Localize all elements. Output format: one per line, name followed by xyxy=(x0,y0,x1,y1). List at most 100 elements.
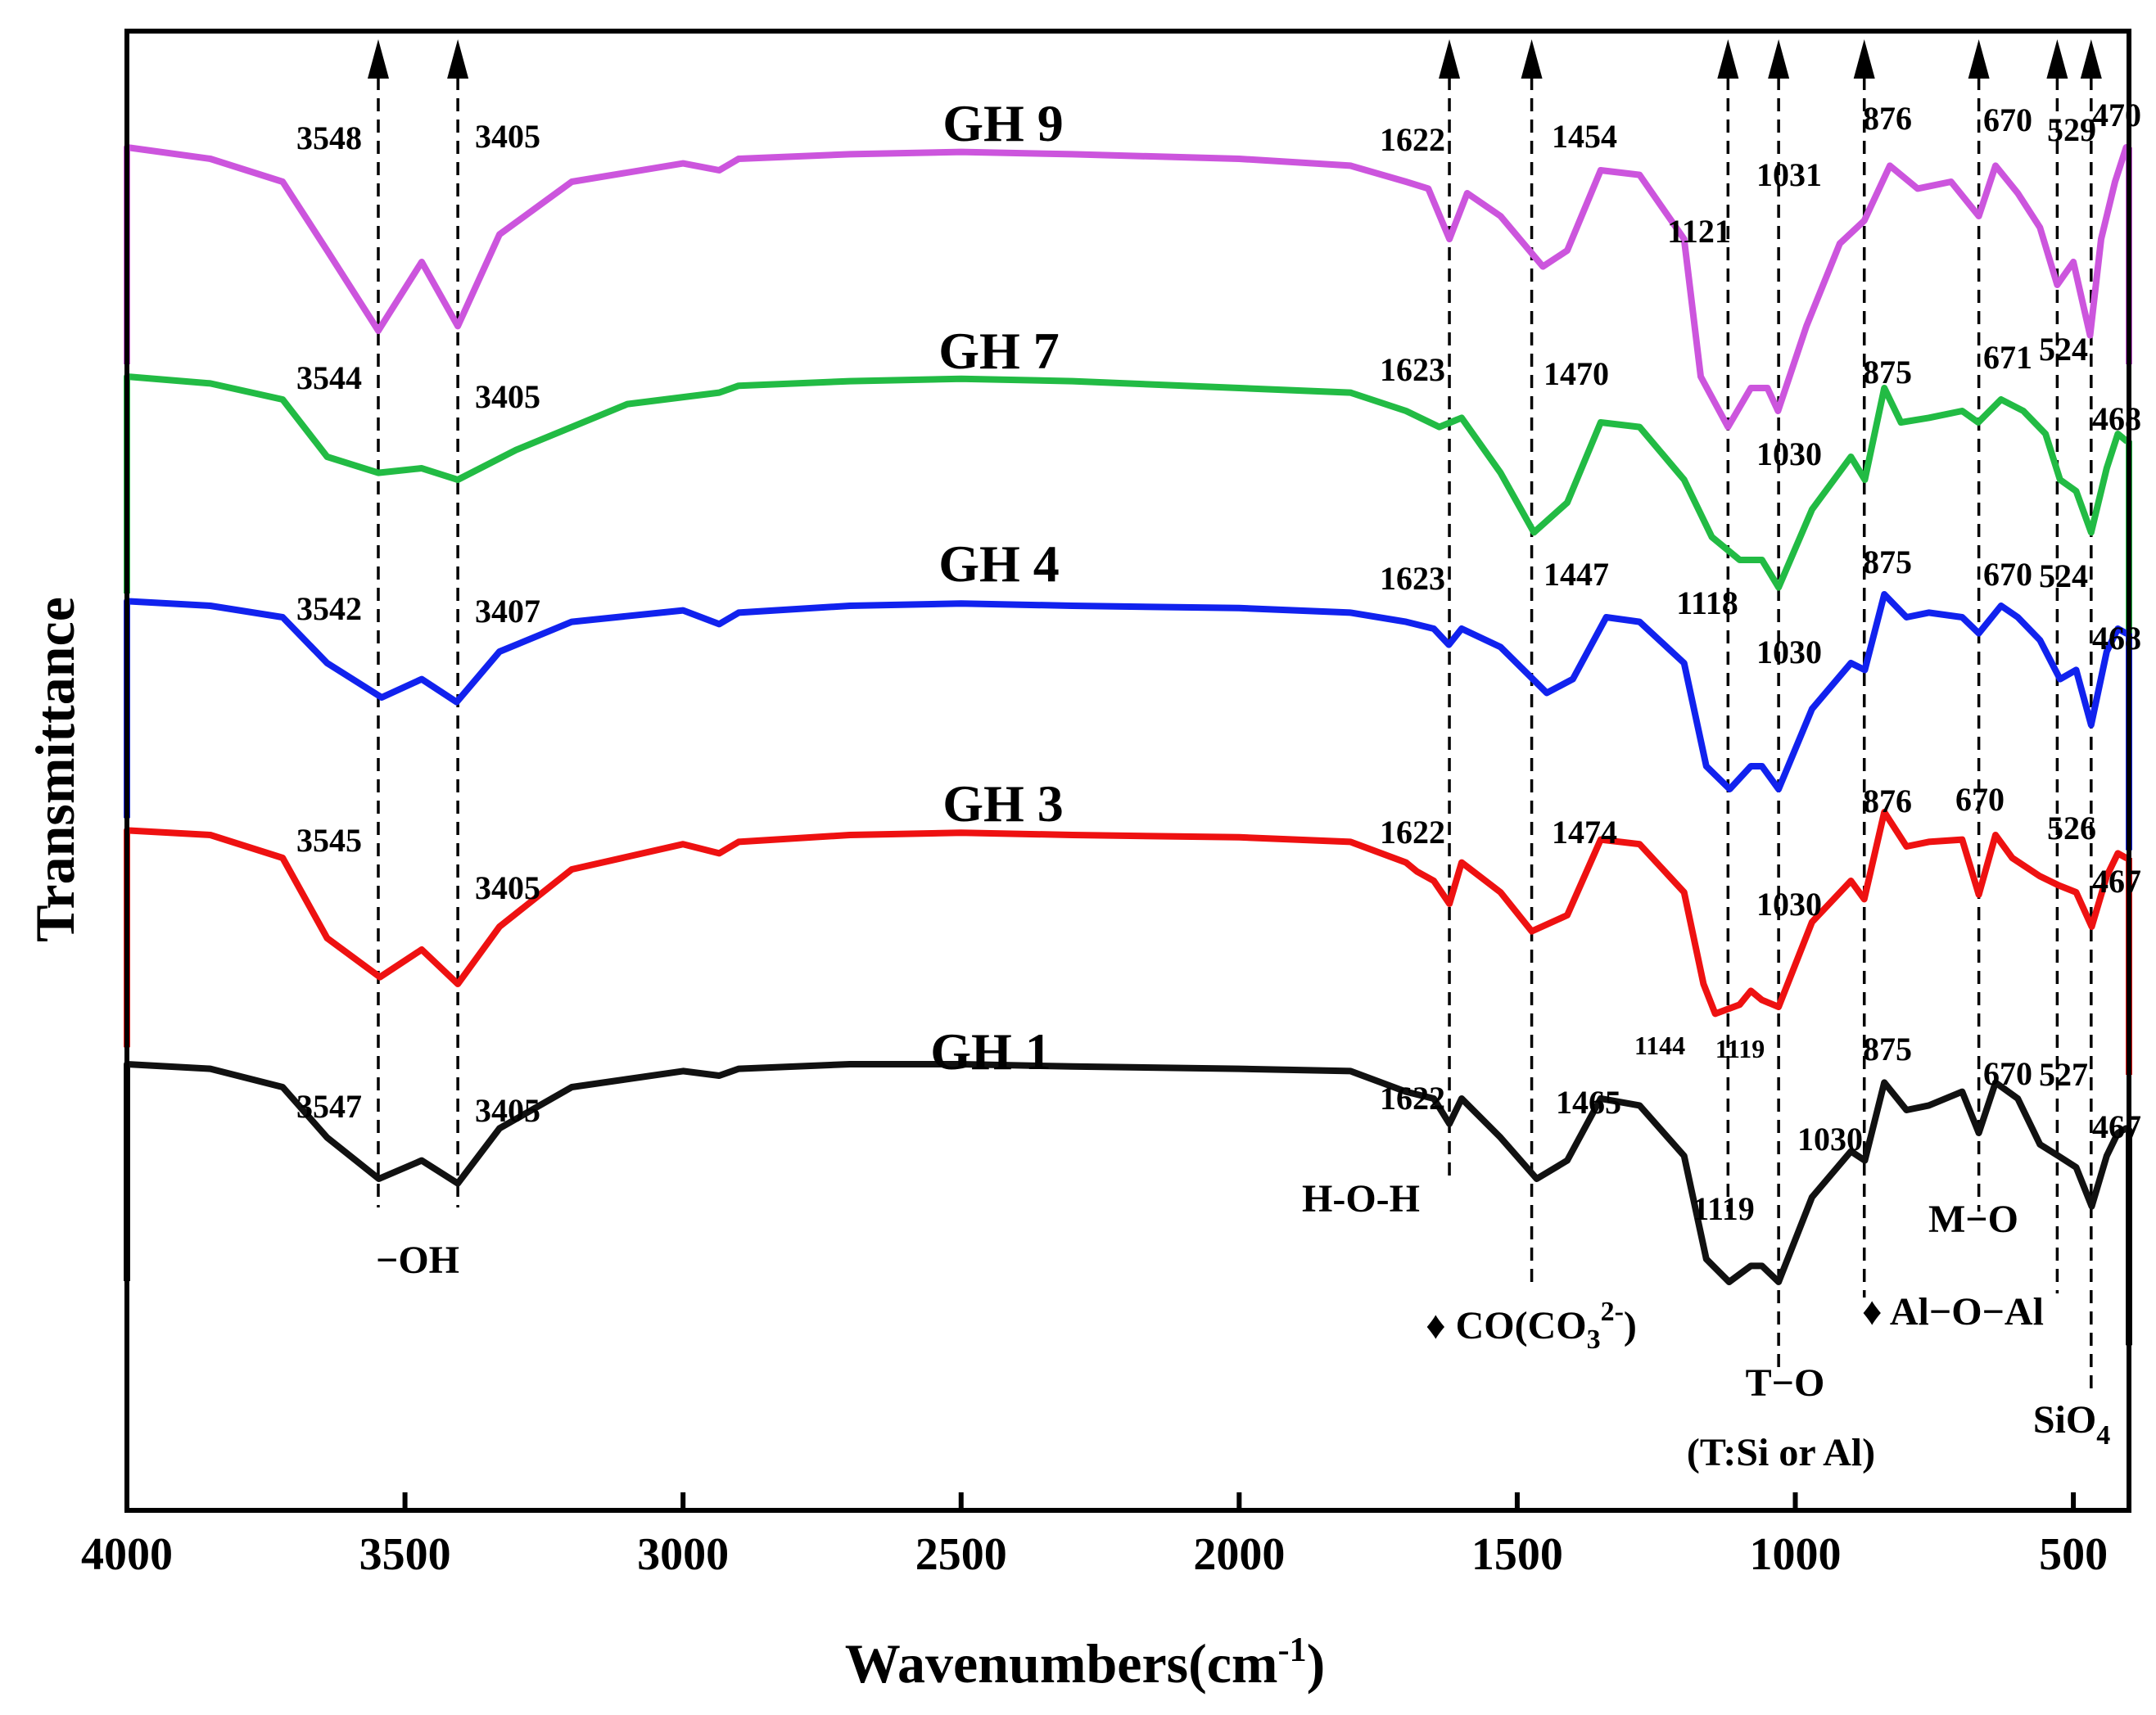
band-label-sio4-subscript: 4 xyxy=(2096,1420,2110,1451)
guide-arrowhead xyxy=(447,39,469,79)
peak-label: 1119 xyxy=(1693,1190,1755,1227)
series-line-gh4 xyxy=(124,591,2130,792)
peak-label: 875 xyxy=(1863,544,1912,580)
peak-label: 468 xyxy=(2092,400,2141,437)
guide-arrowhead xyxy=(2080,39,2102,79)
x-tick-label: 2000 xyxy=(1193,1529,1285,1580)
band-label-sio4-main: SiO xyxy=(2033,1398,2096,1442)
peak-label: 1030 xyxy=(1756,436,1822,472)
plot-frame xyxy=(124,29,2131,1513)
peak-label: 670 xyxy=(1983,556,2032,593)
peak-label: 1623 xyxy=(1380,560,1445,597)
peak-label: 1030 xyxy=(1756,634,1822,670)
peak-label: 1119 xyxy=(1715,1034,1765,1063)
series-label: GH 9 xyxy=(942,94,1064,152)
peak-label: 3548 xyxy=(296,120,362,156)
band-label-co3-main: ♦ CO(CO xyxy=(1426,1304,1586,1347)
guide-arrowhead xyxy=(1968,39,1990,79)
band-label-sio4: SiO4 xyxy=(2033,1398,2110,1451)
peak-label: 1474 xyxy=(1552,814,1617,851)
peak-label: 524 xyxy=(2039,557,2088,594)
band-label-aloal: ♦ Al−O−Al xyxy=(1862,1290,2044,1334)
guide-arrowhead xyxy=(367,39,389,79)
x-axis-title-close: ) xyxy=(1307,1632,1326,1695)
peak-label: 875 xyxy=(1863,1031,1912,1067)
peak-label: 3545 xyxy=(296,822,362,859)
x-axis-title-main: Wavenumbers(cm xyxy=(845,1632,1278,1695)
spectra-lines xyxy=(124,144,2132,1346)
peak-label: 3542 xyxy=(296,590,362,627)
peak-label: 1454 xyxy=(1552,118,1617,155)
peak-label: 3407 xyxy=(475,593,540,630)
peak-label: 875 xyxy=(1863,354,1912,390)
peak-label: 1118 xyxy=(1676,584,1738,621)
series-line-gh7 xyxy=(124,373,2130,591)
peak-label: 3405 xyxy=(475,1092,540,1129)
peak-label: 467 xyxy=(2092,863,2141,900)
series-labels: GH 9 GH 7 GH 4 GH 3 GH 1 xyxy=(930,94,1064,1081)
band-label-oh: −OH xyxy=(376,1239,459,1282)
guide-arrowhead xyxy=(2046,39,2068,79)
peak-label: 876 xyxy=(1863,100,1912,137)
y-axis-title: Transmittance xyxy=(24,597,86,942)
guide-arrowhead xyxy=(1768,39,1790,79)
peak-label: 1622 xyxy=(1380,814,1445,851)
peak-label: 1447 xyxy=(1544,556,1609,593)
peak-label: 1144 xyxy=(1634,1031,1685,1060)
peak-label: 1031 xyxy=(1756,156,1822,193)
x-tick-label: 3000 xyxy=(637,1529,729,1580)
x-tick-label: 3500 xyxy=(359,1529,451,1580)
series-line-gh1 xyxy=(124,1061,2130,1285)
band-label-to: T−O xyxy=(1746,1361,1825,1405)
peak-label: 467 xyxy=(2092,1108,2141,1145)
peak-label: 1623 xyxy=(1380,351,1445,388)
peak-guide-lines xyxy=(367,39,2102,1392)
peak-label: 1465 xyxy=(1556,1084,1621,1121)
series-label: GH 3 xyxy=(942,774,1064,833)
x-axis-ticks: 4000 3500 3000 2500 2000 1500 1000 500 xyxy=(81,1492,2108,1580)
peak-label: 1030 xyxy=(1797,1121,1863,1158)
x-axis-title-exponent: -1 xyxy=(1278,1632,1307,1669)
peak-label: 529 xyxy=(2047,111,2096,148)
band-assignments: −OH H-O-H ♦ CO(CO32-) T−O (T:Si or Al) ♦… xyxy=(376,1177,2110,1474)
peak-label: 3405 xyxy=(475,869,540,906)
peak-label: 3544 xyxy=(296,359,362,396)
peak-label: 671 xyxy=(1983,339,2032,376)
x-tick-label: 1500 xyxy=(1471,1529,1563,1580)
peak-label: 470 xyxy=(2092,97,2141,133)
series-label: GH 1 xyxy=(930,1022,1051,1081)
series-line-gh9 xyxy=(124,144,2130,431)
peak-label: 670 xyxy=(1983,1055,2032,1092)
series-label: GH 4 xyxy=(938,535,1060,593)
peak-label: 1622 xyxy=(1380,121,1445,158)
x-tick-label: 1000 xyxy=(1750,1529,1842,1580)
band-label-hoh: H-O-H xyxy=(1302,1177,1420,1221)
x-tick-label: 500 xyxy=(2039,1529,2108,1580)
peak-label: 527 xyxy=(2039,1056,2088,1093)
peak-label: 524 xyxy=(2039,331,2088,368)
peak-label: 670 xyxy=(1955,781,2005,818)
band-label-co3-close: ) xyxy=(1624,1304,1637,1347)
guide-arrowhead xyxy=(1439,39,1461,79)
series-label: GH 7 xyxy=(938,322,1060,380)
band-label-to-note: (T:Si or Al) xyxy=(1687,1431,1875,1474)
peak-label: 3547 xyxy=(296,1088,362,1125)
peak-label: 1030 xyxy=(1756,886,1822,923)
x-tick-label: 2500 xyxy=(915,1529,1007,1580)
peak-label: 468 xyxy=(2092,620,2141,657)
band-label-co3-subscript: 3 xyxy=(1587,1325,1601,1355)
peak-label: 876 xyxy=(1863,783,1912,819)
guide-arrowhead xyxy=(1853,39,1875,79)
peak-label: 526 xyxy=(2047,810,2096,846)
peak-label: 3405 xyxy=(475,378,540,415)
band-label-co3: ♦ CO(CO32-) xyxy=(1426,1297,1637,1355)
guide-arrowhead xyxy=(1717,39,1739,79)
band-label-mo: M−O xyxy=(1928,1198,2018,1241)
peak-label: 670 xyxy=(1983,102,2032,138)
x-axis-title: Wavenumbers(cm-1) xyxy=(845,1632,1325,1695)
peak-label: 1121 xyxy=(1667,213,1731,250)
peak-label: 1470 xyxy=(1544,355,1609,392)
band-label-co3-superscript: 2- xyxy=(1601,1297,1624,1327)
guide-arrowhead xyxy=(1521,39,1543,79)
